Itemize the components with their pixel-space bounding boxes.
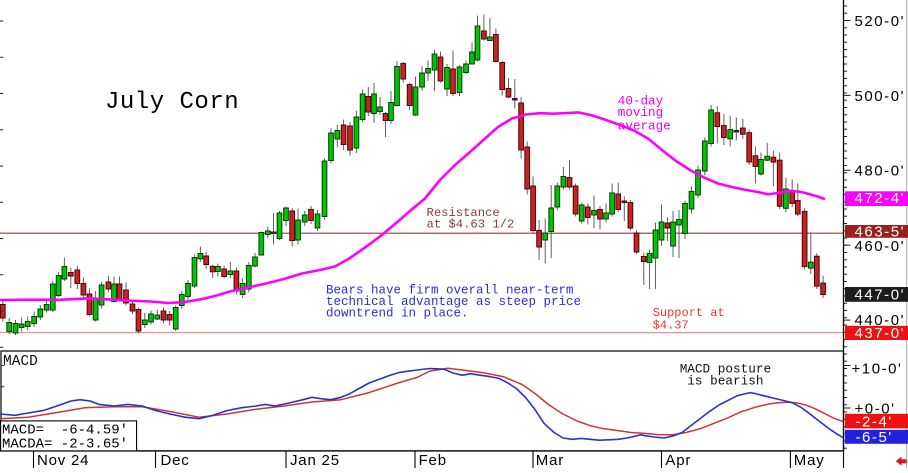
svg-text:downtrend in place.: downtrend in place. bbox=[326, 307, 469, 321]
svg-text:447-0': 447-0' bbox=[855, 286, 906, 303]
svg-text:Apr: Apr bbox=[665, 452, 691, 468]
svg-text:-2-4': -2-4' bbox=[856, 413, 893, 430]
svg-text:+10-0': +10-0' bbox=[852, 361, 903, 378]
svg-text:MACD posture: MACD posture bbox=[680, 362, 771, 377]
svg-text:Jan 25: Jan 25 bbox=[290, 452, 340, 468]
svg-text:-6-5': -6-5' bbox=[856, 429, 893, 446]
svg-text:+0-0': +0-0' bbox=[855, 400, 896, 417]
svg-text:Resistance: Resistance bbox=[427, 206, 500, 220]
svg-text:460-0': 460-0' bbox=[855, 238, 906, 255]
svg-text:520-0': 520-0' bbox=[855, 13, 906, 30]
svg-text:moving: moving bbox=[618, 106, 663, 120]
svg-text:MACD: MACD bbox=[3, 354, 38, 370]
svg-text:May: May bbox=[794, 452, 825, 468]
svg-text:MACD= -6-4.59': MACD= -6-4.59' bbox=[2, 422, 128, 438]
svg-text:472-4': 472-4' bbox=[855, 190, 906, 207]
svg-text:technical advantage as steep p: technical advantage as steep price bbox=[326, 295, 581, 309]
svg-text:Bears have firm overall near-t: Bears have firm overall near-term bbox=[326, 284, 574, 298]
svg-text:Feb: Feb bbox=[419, 452, 447, 468]
svg-text:463-5': 463-5' bbox=[855, 223, 906, 240]
svg-text:is bearish: is bearish bbox=[687, 374, 763, 389]
svg-text:437-0': 437-0' bbox=[855, 325, 906, 342]
svg-text:Mar: Mar bbox=[536, 452, 564, 468]
svg-text:40-day: 40-day bbox=[618, 95, 664, 109]
svg-text:MACDA= -2-3.65': MACDA= -2-3.65' bbox=[2, 436, 128, 452]
svg-text:500-0': 500-0' bbox=[855, 88, 906, 105]
svg-text:Nov 24: Nov 24 bbox=[37, 452, 89, 468]
svg-text:440-0': 440-0' bbox=[855, 312, 906, 329]
svg-text:average: average bbox=[618, 120, 671, 134]
svg-text:Dec: Dec bbox=[161, 452, 190, 468]
svg-text:Support at: Support at bbox=[653, 306, 725, 320]
svg-text:July Corn: July Corn bbox=[105, 89, 239, 116]
svg-text:at $4.63 1/2: at $4.63 1/2 bbox=[427, 218, 515, 232]
svg-text:$4.37: $4.37 bbox=[653, 319, 689, 333]
svg-text:480-0': 480-0' bbox=[855, 162, 906, 179]
